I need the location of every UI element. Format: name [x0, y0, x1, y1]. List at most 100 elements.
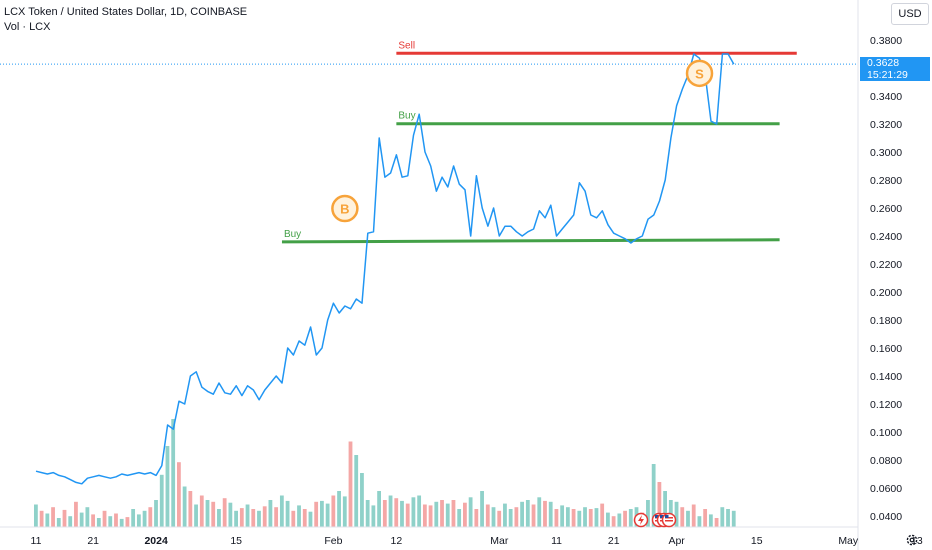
- volume-bar: [720, 507, 725, 527]
- volume-bar: [520, 501, 524, 527]
- volume-bar: [674, 501, 679, 527]
- volume-bar: [594, 508, 599, 527]
- volume-bar: [194, 504, 198, 527]
- volume-bar: [171, 419, 176, 527]
- time-tick-label: 11: [551, 535, 562, 547]
- volume-bar: [148, 507, 153, 527]
- volume-bar: [291, 510, 296, 527]
- volume-bar: [646, 500, 650, 527]
- volume-bar: [337, 491, 341, 527]
- price-tick-label: 0.0400: [870, 511, 902, 523]
- volume-bar: [211, 501, 216, 527]
- volume-bar: [451, 500, 456, 527]
- volume-bar: [565, 507, 570, 527]
- event-icons: [633, 512, 677, 528]
- volume-bar: [360, 473, 364, 527]
- volume-bar: [257, 510, 261, 527]
- volume-bar: [34, 504, 38, 527]
- buy-trendline: [281, 238, 780, 244]
- volume-bar: [56, 518, 61, 527]
- volume-bar: [102, 510, 107, 527]
- price-tick-label: 0.2400: [870, 231, 902, 243]
- currency-button[interactable]: USD: [891, 3, 929, 25]
- volume-bar: [571, 509, 576, 527]
- volume-bar: [371, 505, 376, 527]
- time-tick-label: Feb: [324, 535, 342, 547]
- volume-bar: [491, 507, 496, 527]
- volume-bar: [600, 503, 605, 527]
- volume-bar: [394, 498, 399, 527]
- time-tick-label: Apr: [668, 535, 685, 547]
- volume-bar: [388, 495, 393, 527]
- price-tick-label: 0.0800: [870, 455, 902, 467]
- volume-bar: [463, 502, 467, 527]
- buy-label: Buy: [284, 229, 301, 240]
- volume-bar: [245, 504, 250, 527]
- volume-bar: [79, 512, 84, 527]
- volume-bar: [91, 514, 95, 527]
- volume-bar: [125, 517, 130, 527]
- volume-bar: [537, 497, 542, 527]
- price-tick-label: 0.3400: [870, 91, 902, 103]
- price-tick-label: 0.2800: [870, 175, 902, 187]
- time-tick-label: 15: [751, 535, 763, 547]
- time-tick-label: 11: [31, 535, 42, 547]
- gear-icon[interactable]: [905, 533, 919, 547]
- price-tick-label: 0.3000: [870, 147, 902, 159]
- volume-bar: [165, 446, 170, 527]
- time-tick-label: May: [838, 535, 859, 547]
- volume-bar: [583, 507, 587, 527]
- price-tick-label: 0.1600: [870, 343, 902, 355]
- time-axis: 11 21 2024 15 Feb 12 Mar 11 21 Apr 15 May 13: [0, 526, 923, 547]
- volume-bar: [474, 509, 479, 527]
- volume-bar: [297, 505, 301, 527]
- volume-bar: [85, 507, 90, 527]
- price-tick-label: 0.1800: [870, 315, 902, 327]
- price-line: [35, 53, 735, 485]
- price-tick-label: 0.2000: [870, 287, 902, 299]
- buy-marker-label: B: [340, 202, 349, 217]
- volume-bar: [554, 509, 559, 527]
- volume-bar: [434, 501, 439, 527]
- volume-bar: [96, 518, 101, 527]
- volume-bar: [279, 495, 284, 527]
- volume-bar: [45, 513, 50, 527]
- volume-bar: [714, 518, 719, 527]
- volume-bar: [577, 510, 582, 527]
- time-tick-label: 15: [230, 535, 242, 547]
- volume-bar: [457, 509, 462, 527]
- volume-bar: [268, 500, 273, 527]
- us-flag-canton: [665, 515, 669, 518]
- volume-bar: [657, 482, 662, 527]
- symbol-title: LCX Token / United States Dollar, 1D, CO…: [4, 6, 248, 18]
- volume-bar: [731, 510, 736, 527]
- volume-bar: [514, 507, 519, 527]
- time-tick-label: 12: [391, 535, 403, 547]
- volume-bar: [39, 510, 44, 527]
- volume-bar: [51, 507, 55, 527]
- volume-bar: [365, 500, 370, 527]
- volume-bar: [417, 495, 422, 527]
- volume-bar: [485, 504, 490, 527]
- volume-bar: [708, 514, 713, 527]
- volume-bar: [119, 518, 124, 527]
- volume-bar: [262, 506, 267, 527]
- volume-bar: [377, 491, 381, 527]
- volume-bar: [628, 509, 633, 527]
- price-tick-label: 0.1200: [870, 399, 902, 411]
- price-series: [35, 53, 735, 485]
- us-flag-stripe: [665, 520, 673, 522]
- volume-bar: [411, 497, 416, 527]
- time-tick-label: 21: [608, 535, 620, 547]
- volume-bar: [680, 507, 685, 527]
- volume-bar: [314, 501, 319, 527]
- volume-bar: [222, 498, 227, 527]
- volume-bar: [177, 462, 181, 527]
- last-price-value: 0.3628: [867, 57, 900, 69]
- last-price-tag: 0.3628 15:21:29: [860, 57, 930, 81]
- sell-marker: [685, 59, 714, 88]
- volume-bar: [497, 510, 502, 527]
- us-flag-canton: [655, 515, 659, 518]
- volume-bar: [239, 508, 244, 527]
